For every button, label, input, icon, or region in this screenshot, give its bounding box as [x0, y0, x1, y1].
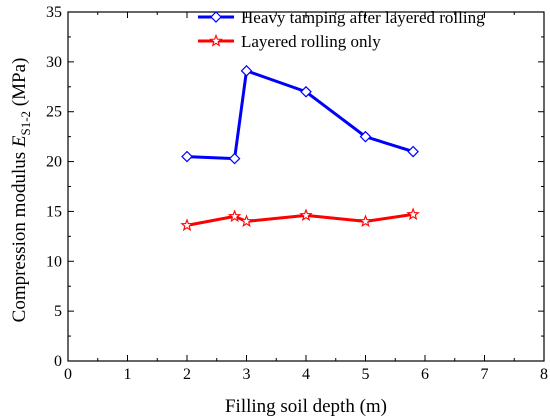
legend-item-0: Heavy tamping after layered rolling: [198, 8, 485, 27]
legend-label: Layered rolling only: [241, 32, 381, 51]
y-tick-label: 5: [54, 303, 62, 320]
series-line: [186, 69, 414, 161]
data-point: [228, 152, 241, 165]
x-tick-label: 1: [124, 366, 132, 383]
series-1: [180, 207, 420, 232]
data-point: [300, 85, 312, 98]
x-tick-label: 3: [243, 366, 251, 383]
data-point: [181, 150, 193, 163]
y-axis-label-suffix: (MPa): [9, 58, 30, 111]
x-tick-label: 7: [481, 366, 489, 383]
y-tick-label: 35: [46, 4, 62, 21]
series-layer: [180, 64, 420, 232]
x-tick-label: 5: [362, 366, 370, 383]
legend-label: Heavy tamping after layered rolling: [241, 8, 485, 27]
data-point: [359, 130, 372, 143]
data-point: [240, 64, 253, 77]
x-ticks: 0 1 2 3 4 5 6 7 8: [64, 12, 548, 383]
x-tick-label: 8: [540, 366, 548, 383]
y-tick-label: 15: [46, 203, 62, 220]
data-point: [180, 218, 194, 232]
y-axis-label-symbol: E: [9, 135, 30, 148]
data-point: [299, 208, 313, 222]
series-0: [181, 64, 419, 165]
legend: Heavy tamping after layered rolling Layer…: [198, 8, 485, 51]
x-axis-label: Filling soil depth (m): [225, 396, 387, 417]
y-ticks: 0 5 10 15 20 25 30 35: [46, 4, 544, 370]
legend-swatch-marker: [210, 11, 222, 23]
legend-swatch-marker: [209, 33, 223, 47]
x-tick-label: 6: [421, 366, 429, 383]
y-axis-label: Compression modulus ES1-2 (MPa): [9, 58, 33, 323]
x-tick-label: 0: [64, 366, 72, 383]
x-tick-label: 4: [302, 366, 310, 383]
data-point: [407, 145, 419, 158]
series-line: [186, 212, 414, 227]
y-tick-label: 30: [46, 54, 62, 71]
y-axis-label-subscript: S1-2: [18, 111, 33, 136]
y-axis-label-prefix: Compression modulus: [9, 147, 30, 322]
plot-frame: [67, 11, 545, 362]
y-tick-label: 20: [46, 154, 62, 171]
data-point: [406, 207, 420, 221]
data-point: [358, 214, 373, 228]
y-tick-label: 10: [46, 253, 62, 270]
y-tick-label: 0: [54, 353, 62, 370]
legend-item-1: Layered rolling only: [198, 32, 381, 51]
y-tick-label: 25: [46, 104, 62, 121]
x-tick-label: 2: [183, 366, 191, 383]
data-point: [227, 209, 242, 223]
axes: [67, 11, 545, 362]
data-point: [239, 214, 254, 228]
